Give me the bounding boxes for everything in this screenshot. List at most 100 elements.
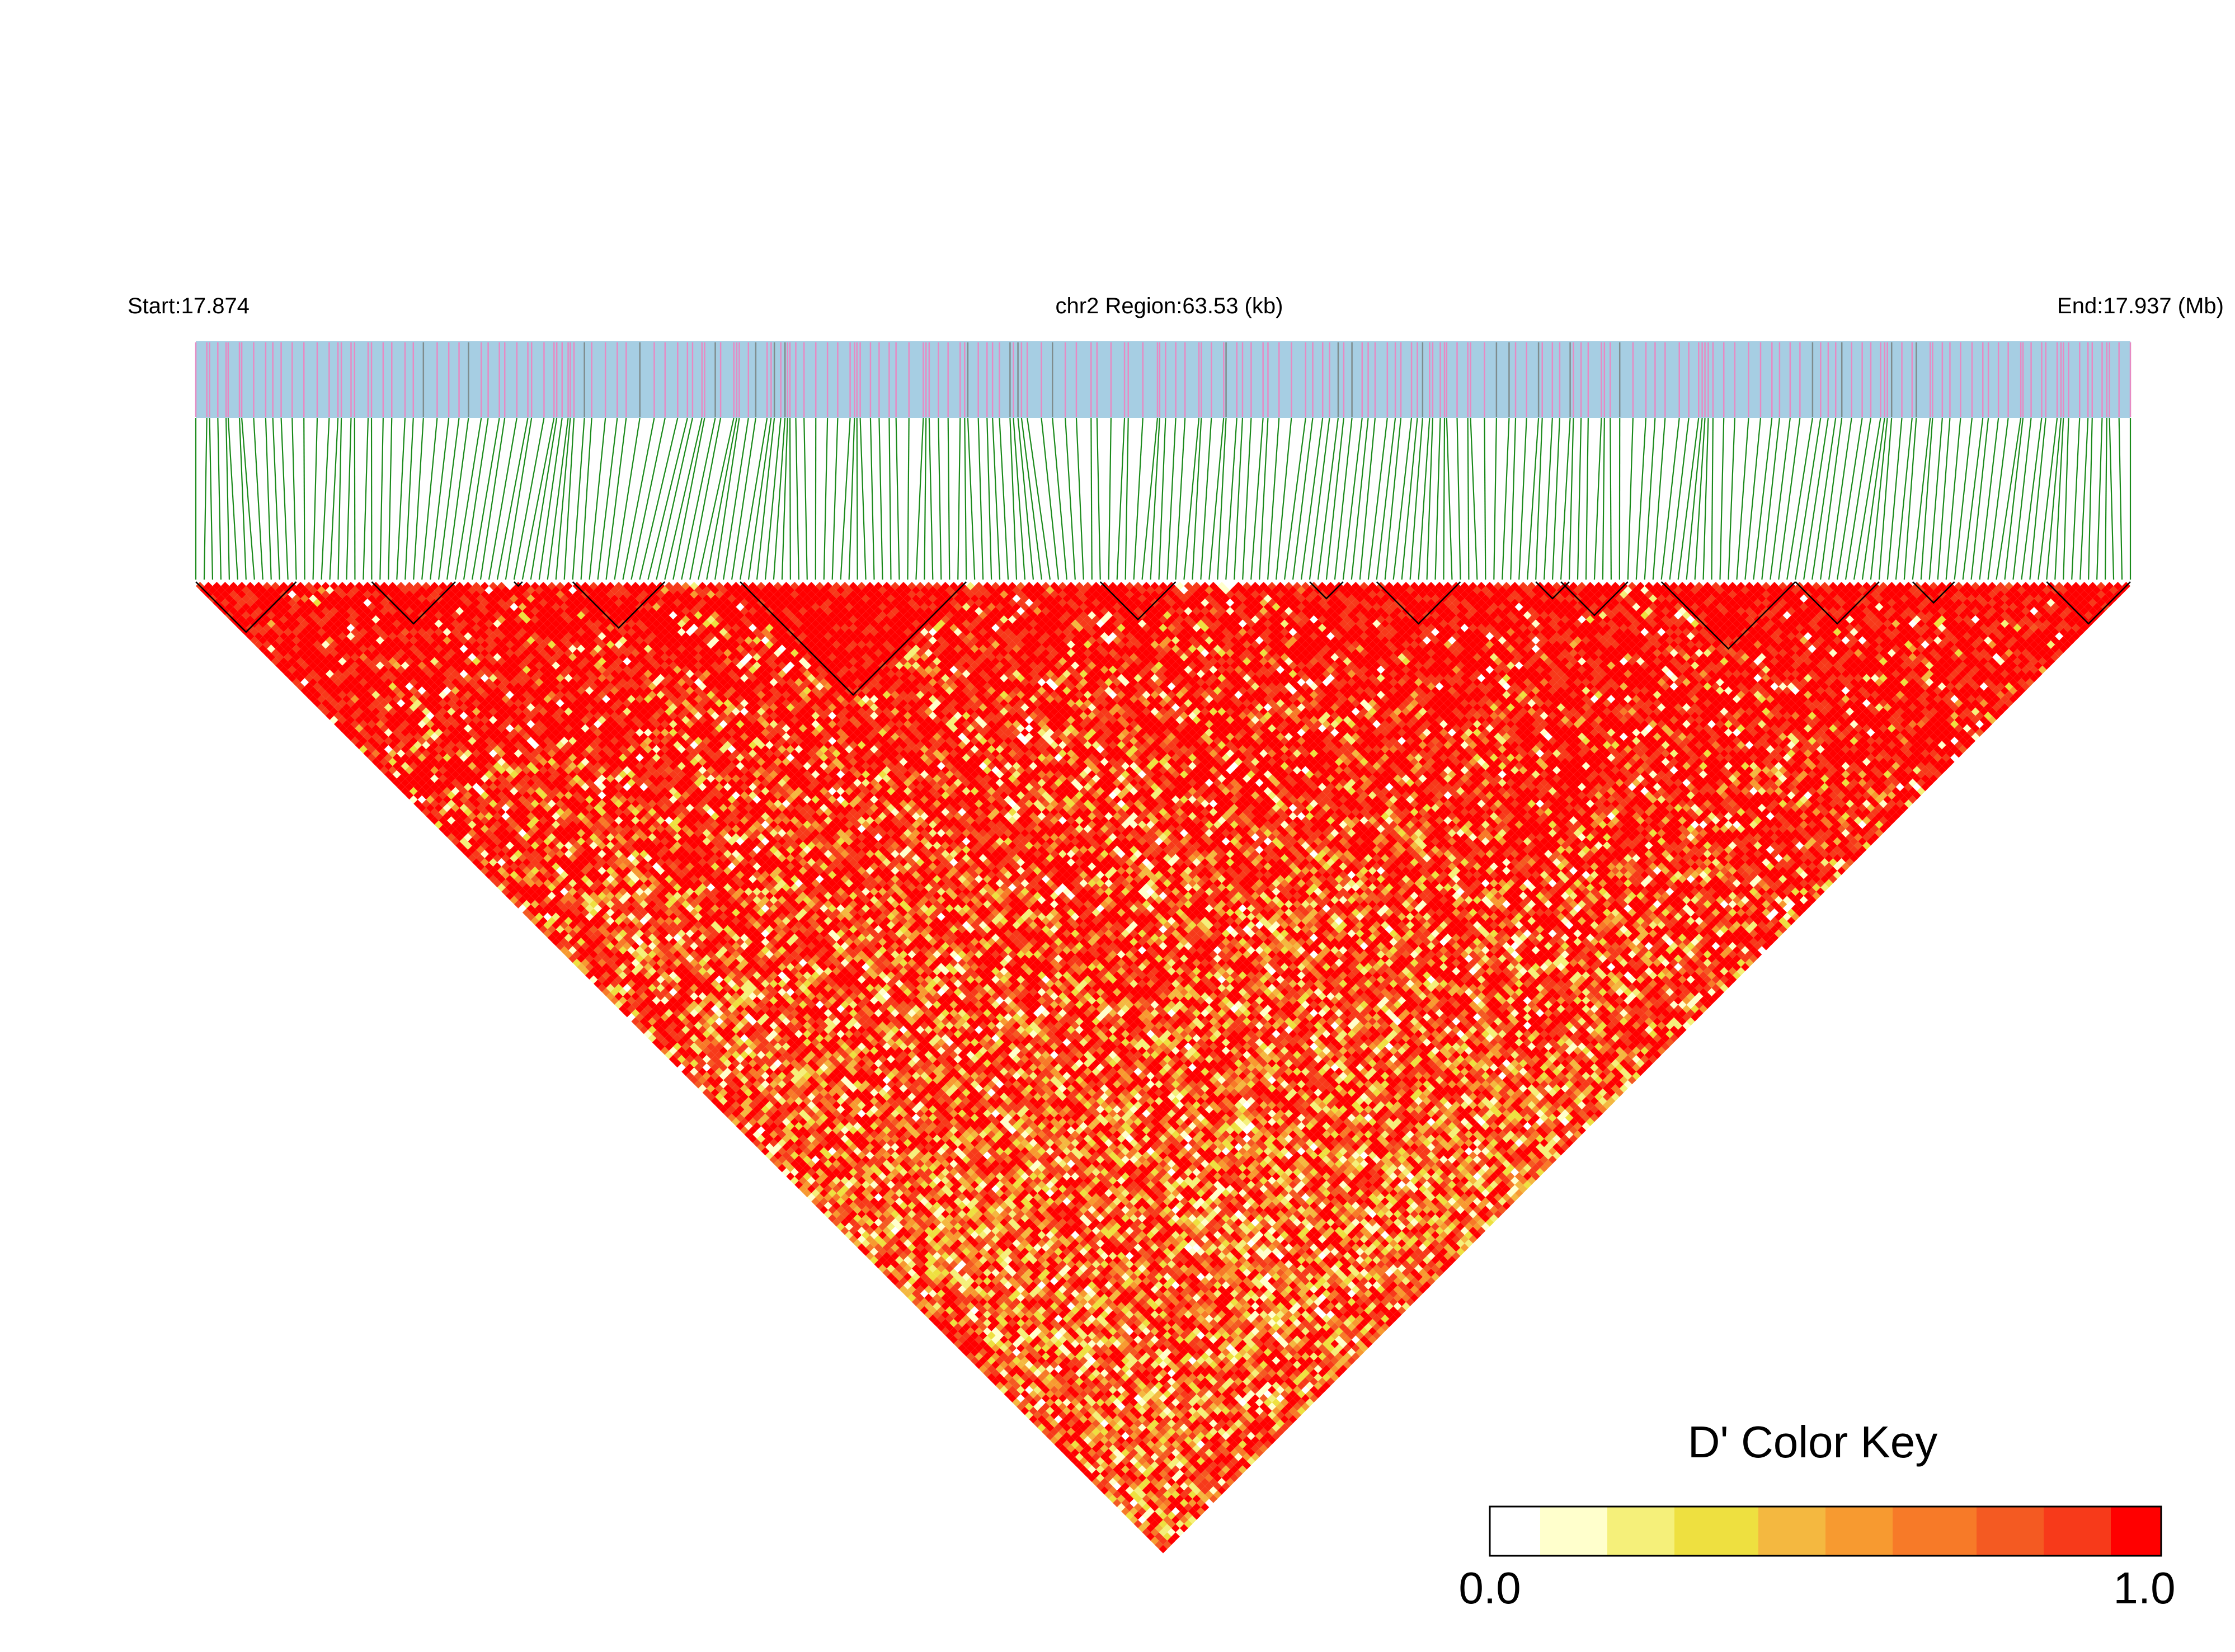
ld-cell [933, 1319, 942, 1328]
ld-cell [254, 640, 263, 649]
marker-connector [227, 417, 238, 580]
marker-connector [1803, 417, 1829, 580]
marker-connector [1234, 417, 1244, 580]
ld-cell [656, 1042, 665, 1051]
marker-connector [471, 417, 500, 580]
marker-connector [1778, 417, 1801, 580]
marker-connector [681, 417, 716, 580]
marker-connector [2071, 417, 2081, 580]
marker-connector [1133, 417, 1144, 580]
marker-track-background [196, 341, 2130, 418]
marker-connector [895, 417, 900, 580]
ld-cell [510, 887, 519, 896]
ld-cell [455, 833, 464, 842]
ld-cell [254, 632, 263, 641]
ld-cell [284, 670, 293, 679]
marker-connector [396, 417, 406, 580]
marker-connector [739, 417, 768, 580]
ld-cell [284, 661, 293, 670]
marker-connector [1728, 417, 1735, 580]
marker-connector [614, 417, 641, 580]
marker-connector [1987, 417, 2009, 580]
marker-connector [413, 417, 424, 580]
marker-connector [1627, 417, 1634, 580]
marker-connector [878, 417, 883, 580]
marker-connector [1786, 417, 1813, 580]
marker-connector [1903, 417, 1917, 580]
marker-connector [1434, 417, 1441, 580]
marker-connector [977, 417, 984, 580]
marker-connector [630, 417, 666, 580]
ld-cell [388, 766, 397, 775]
marker-connector [1200, 417, 1212, 580]
marker-connector [1853, 417, 1881, 580]
marker-connector [1116, 417, 1126, 580]
marker-connector [1192, 417, 1202, 580]
marker-connector [859, 417, 867, 580]
marker-connector [764, 417, 782, 580]
marker-connector [1694, 417, 1706, 580]
ld-cell [899, 1285, 908, 1294]
marker-connector [446, 417, 469, 580]
marker-connector [241, 417, 255, 580]
ld-cell [262, 640, 271, 649]
marker-connector [664, 417, 703, 580]
marker-connector [938, 417, 942, 580]
marker-connector [253, 417, 264, 580]
marker-connector [505, 417, 533, 580]
marker-connector [964, 417, 967, 580]
marker-connector [1208, 417, 1225, 580]
marker-connector [1259, 417, 1269, 580]
marker-connector [605, 417, 627, 580]
marker-connector [907, 417, 910, 580]
marker-connector [1175, 417, 1186, 580]
marker-connector [1753, 417, 1773, 580]
marker-connector [781, 417, 788, 580]
marker-connector [1041, 417, 1059, 580]
ld-cell [262, 648, 271, 657]
marker-connector [1962, 417, 1984, 580]
marker-connector [1870, 417, 1888, 580]
marker-connector [1342, 417, 1363, 580]
marker-connector [1585, 417, 1589, 580]
marker-connector [1544, 417, 1553, 580]
marker-connector [647, 417, 688, 580]
marker-connector [803, 417, 808, 580]
marker-connector [1141, 417, 1159, 580]
marker-connector [538, 417, 563, 580]
marker-connector [346, 417, 352, 580]
marker-connector [672, 417, 705, 580]
marker-connector [706, 417, 737, 580]
marker-connector [1535, 417, 1543, 580]
marker-connector [1426, 417, 1433, 580]
marker-connector [238, 417, 247, 580]
marker-connector [1836, 417, 1863, 580]
marker-connector [1660, 417, 1680, 580]
marker-connector [1359, 417, 1376, 580]
marker-connector [1467, 417, 1470, 580]
marker-connector [1945, 417, 1961, 580]
marker-connector [312, 417, 318, 580]
marker-connector [656, 417, 693, 580]
marker-connector [789, 417, 791, 580]
ld-cell [355, 732, 364, 741]
marker-connector [1275, 417, 1292, 580]
marker-connector [1761, 417, 1780, 580]
ld-cell [526, 912, 535, 921]
marker-connector [689, 417, 722, 580]
ld-cell [229, 606, 238, 615]
marker-connector [1895, 417, 1913, 580]
ld-cell [405, 783, 414, 792]
ld-cell [405, 791, 414, 800]
marker-connector [2038, 417, 2058, 580]
marker-connector [1470, 417, 1478, 580]
ld-cell [317, 695, 326, 704]
marker-connector [379, 417, 384, 580]
marker-connector [1677, 417, 1700, 580]
marker-connector [1401, 417, 1418, 580]
ld-cell [1104, 1490, 1113, 1499]
marker-connector [1878, 417, 1893, 580]
marker-connector [1970, 417, 1989, 580]
ld-cell [246, 632, 255, 641]
marker-connector [1376, 417, 1396, 580]
